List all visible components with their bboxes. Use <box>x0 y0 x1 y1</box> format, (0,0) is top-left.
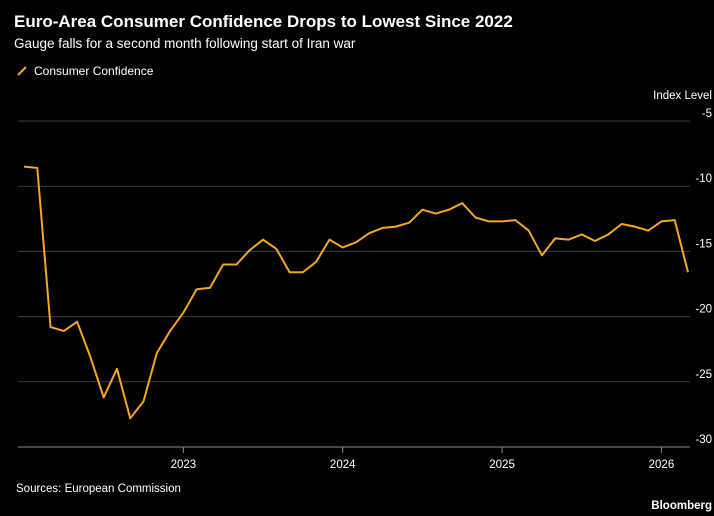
bloomberg-logo: Bloomberg <box>651 500 712 512</box>
gridlines <box>18 120 690 448</box>
y-tick-label: -10 <box>695 173 712 185</box>
legend-label: Consumer Confidence <box>34 64 154 78</box>
x-tick-label: 2023 <box>171 459 197 471</box>
legend-line-icon <box>17 66 27 76</box>
y-tick-label: -30 <box>695 434 712 446</box>
y-axis-label: Index Level <box>653 90 712 102</box>
x-tick-label: 2026 <box>649 459 675 471</box>
top-strip <box>0 0 714 6</box>
y-tick-label: -25 <box>695 369 712 381</box>
series <box>23 165 689 420</box>
y-tick-label: -5 <box>702 108 712 120</box>
series-line-consumer-confidence <box>23 165 689 420</box>
y-tick-label: -15 <box>695 238 712 250</box>
source-note: Sources: European Commission <box>16 483 181 495</box>
legend: Consumer Confidence <box>16 64 153 78</box>
x-tick-label: 2024 <box>330 459 356 471</box>
y-tick-labels: -5 -10 -15 -20 -25 -30 <box>695 108 712 446</box>
x-ticks: 2023 2024 2025 2026 <box>171 447 675 471</box>
y-tick-label: -20 <box>695 304 712 316</box>
chart-subtitle: Gauge falls for a second month following… <box>14 36 356 51</box>
chart-title: Euro-Area Consumer Confidence Drops to L… <box>14 12 513 31</box>
x-tick-label: 2025 <box>489 459 515 471</box>
